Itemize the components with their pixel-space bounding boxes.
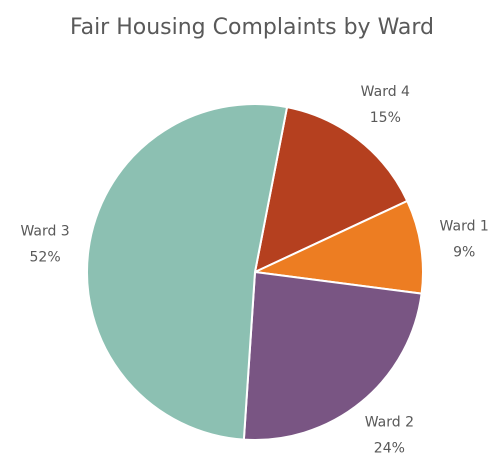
pie-slice [242, 270, 423, 441]
slice-value: 24% [374, 441, 405, 457]
slice-value: 15% [370, 110, 401, 126]
pie-slice [86, 103, 289, 441]
slice-label: Ward 3 [20, 224, 69, 240]
pie-slice [251, 199, 424, 295]
slice-label: Ward 4 [361, 84, 410, 100]
slice-label: Ward 1 [440, 219, 489, 235]
chart-title: Fair Housing Complaints by Ward [70, 15, 434, 40]
slice-label: Ward 2 [365, 415, 414, 431]
slice-value: 52% [30, 250, 61, 266]
pie-slice [253, 105, 409, 274]
slice-value: 9% [453, 245, 475, 261]
